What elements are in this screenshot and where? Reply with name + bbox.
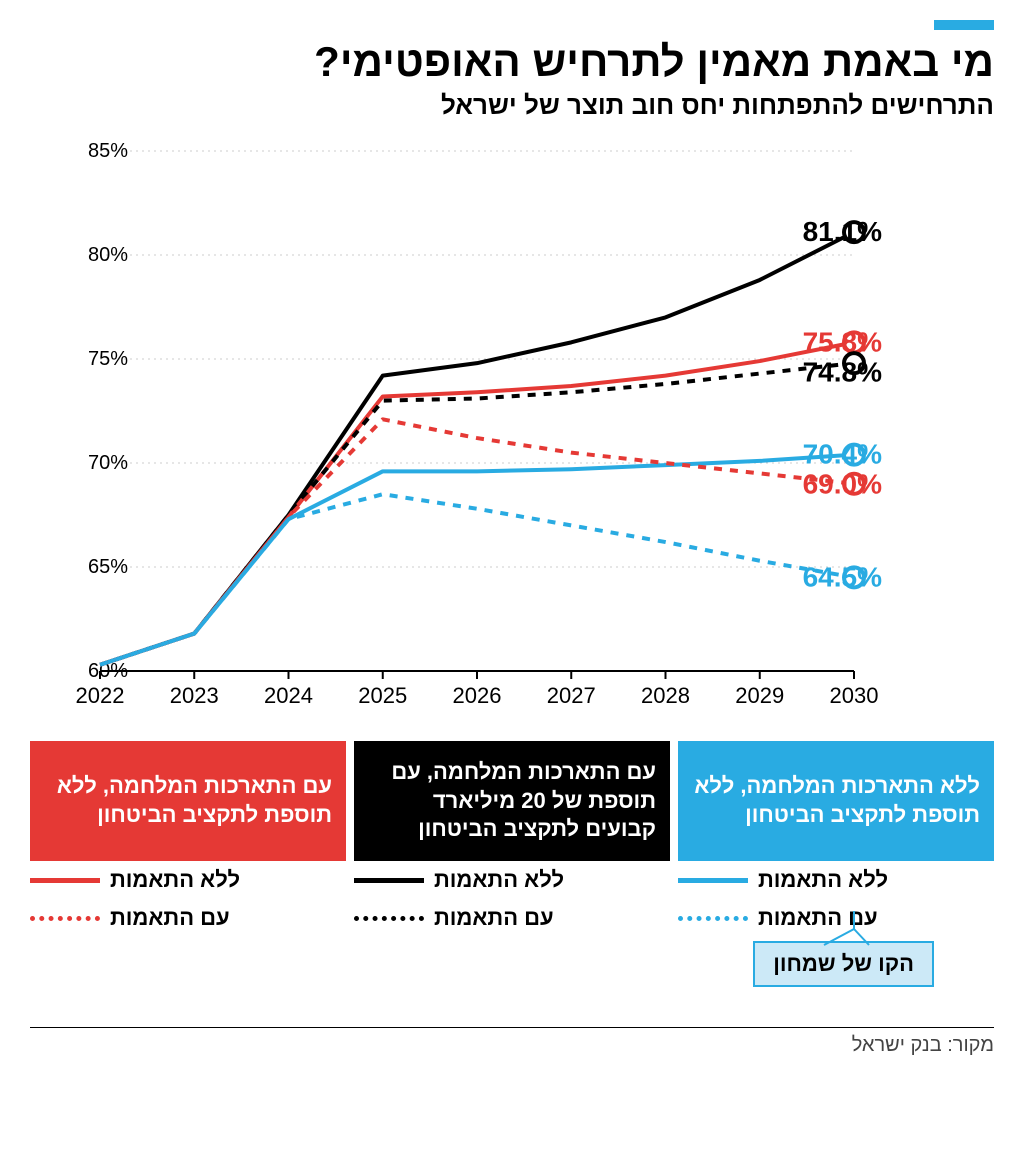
accent-bar	[934, 20, 994, 30]
series-black_solid	[100, 232, 854, 665]
series-red_solid	[100, 342, 854, 664]
legend-line-sample	[678, 916, 748, 921]
legend-label: ללא התאמות	[434, 867, 564, 893]
chart-svg: 60%65%70%75%80%85%2022202320242025202620…	[30, 141, 994, 721]
y-tick-label: 75%	[88, 348, 128, 370]
series-blue_solid	[100, 455, 854, 665]
legend-row: עם התאמות	[30, 899, 346, 937]
x-tick-label: 2026	[453, 683, 502, 708]
legend-col: ללא התארכות המלחמה, ללא תוספת לתקציב הבי…	[678, 741, 994, 987]
legend-label: ללא התאמות	[758, 867, 888, 893]
callout-wrap: הקו של שמחון	[678, 941, 994, 987]
x-tick-label: 2028	[641, 683, 690, 708]
legend-label: ללא התאמות	[110, 867, 240, 893]
legend-row: ללא התאמות	[30, 861, 346, 899]
end-label-blue_solid: 70.4%	[803, 439, 882, 470]
legend-line-sample	[30, 916, 100, 921]
legend-header: עם התארכות המלחמה, עם תוספת של 20 מיליאר…	[354, 741, 670, 861]
legend-row: ללא התאמות	[678, 861, 994, 899]
end-label-blue_dash: 64.5%	[803, 561, 882, 592]
legend-label: עם התאמות	[434, 905, 554, 931]
legend-col: עם התארכות המלחמה, ללא תוספת לתקציב הביט…	[30, 741, 346, 987]
legend-line-sample	[30, 878, 100, 883]
legend-header: עם התארכות המלחמה, ללא תוספת לתקציב הביט…	[30, 741, 346, 861]
chart-subtitle: התרחישים להתפתחות יחס חוב תוצר של ישראל	[30, 90, 994, 121]
x-tick-label: 2029	[735, 683, 784, 708]
callout-pointer	[814, 911, 874, 947]
x-tick-label: 2027	[547, 683, 596, 708]
legend-line-sample	[354, 878, 424, 883]
x-tick-label: 2025	[358, 683, 407, 708]
legend: עם התארכות המלחמה, ללא תוספת לתקציב הביט…	[30, 741, 994, 987]
x-tick-label: 2024	[264, 683, 313, 708]
y-tick-label: 70%	[88, 452, 128, 474]
line-chart: 60%65%70%75%80%85%2022202320242025202620…	[30, 141, 994, 721]
y-tick-label: 65%	[88, 556, 128, 578]
x-tick-label: 2023	[170, 683, 219, 708]
chart-title: מי באמת מאמין לתרחיש האופטימי?	[30, 38, 994, 86]
source-line: מקור: בנק ישראל	[30, 1027, 994, 1057]
end-label-red_dash: 69.0%	[803, 469, 882, 500]
legend-line-sample	[678, 878, 748, 883]
legend-row: עם התאמות	[354, 899, 670, 937]
y-tick-label: 85%	[88, 141, 128, 162]
series-blue_dash	[100, 494, 854, 665]
y-tick-label: 80%	[88, 244, 128, 266]
legend-col: עם התארכות המלחמה, עם תוספת של 20 מיליאר…	[354, 741, 670, 987]
x-tick-label: 2022	[76, 683, 125, 708]
x-tick-label: 2030	[830, 683, 879, 708]
legend-label: עם התאמות	[110, 905, 230, 931]
series-red_dash	[100, 419, 854, 664]
callout-box: הקו של שמחון	[753, 941, 934, 987]
series-black_dash	[100, 363, 854, 665]
legend-header: ללא התארכות המלחמה, ללא תוספת לתקציב הבי…	[678, 741, 994, 861]
legend-row: ללא התאמות	[354, 861, 670, 899]
end-label-black_solid: 81.1%	[803, 216, 882, 247]
end-label-black_dash: 74.8%	[803, 356, 882, 387]
legend-line-sample	[354, 916, 424, 921]
end-label-red_solid: 75.8%	[803, 326, 882, 357]
